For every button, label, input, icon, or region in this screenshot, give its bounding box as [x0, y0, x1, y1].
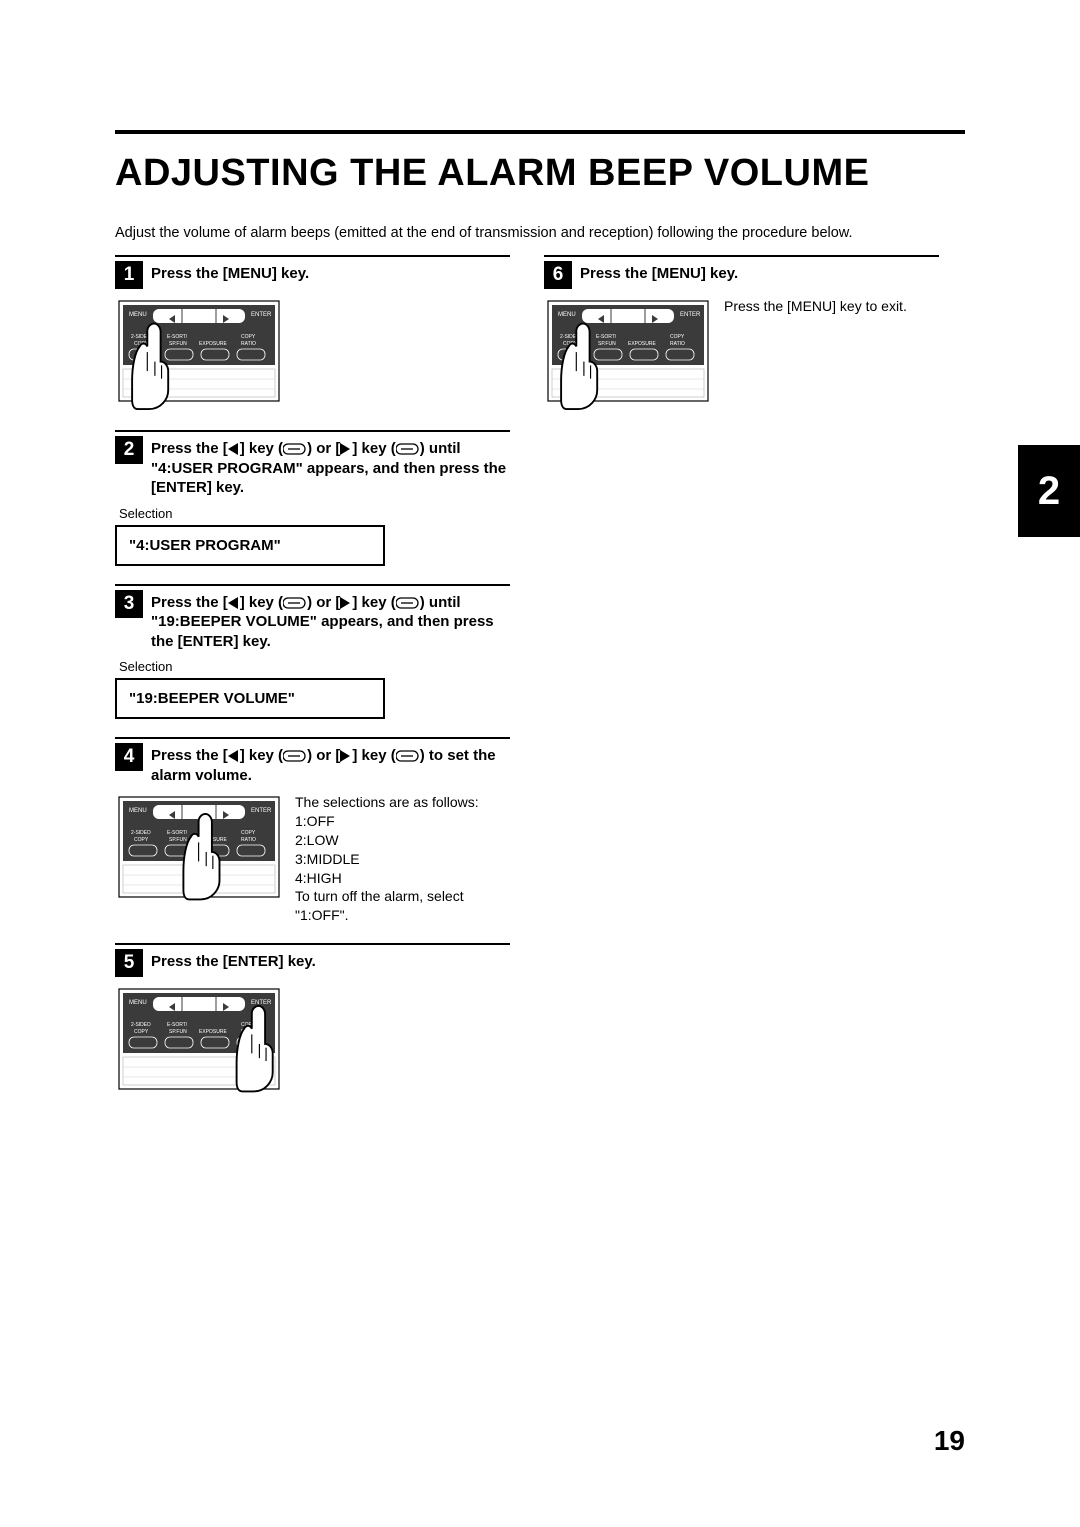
chapter-tab: 2	[1018, 445, 1080, 537]
step-2-selection-box: "4:USER PROGRAM"	[115, 525, 385, 566]
step-6: 6 Press the [MENU] key. Press the [MENU]…	[544, 261, 939, 412]
step-4-option-2: 2:LOW	[295, 831, 510, 850]
page-number: 19	[934, 1425, 965, 1457]
step-3-selection-box: "19:BEEPER VOLUME"	[115, 678, 385, 719]
step-4-option-3: 3:MIDDLE	[295, 850, 510, 869]
left-arrow-icon	[228, 443, 240, 455]
step-2-rule	[115, 430, 510, 432]
step-3-t2: ] key (	[240, 594, 283, 611]
step-1-illustration	[115, 297, 285, 412]
right-arrow-icon	[340, 750, 352, 762]
step-2-number: 2	[115, 436, 143, 464]
step-5: 5 Press the [ENTER] key.	[115, 949, 510, 1100]
content-columns: 1 Press the [MENU] key. 2 Press the [ ] k…	[115, 255, 965, 1118]
step-6-rule	[544, 255, 939, 257]
step-4-t1: Press the [	[151, 747, 228, 764]
step-1: 1 Press the [MENU] key.	[115, 261, 510, 412]
left-arrow-icon	[228, 750, 240, 762]
step-5-illustration	[115, 985, 285, 1100]
intro-text: Adjust the volume of alarm beeps (emitte…	[115, 225, 965, 241]
step-3-title: Press the [] key () or [] key () until "…	[151, 590, 510, 652]
step-4-number: 4	[115, 743, 143, 771]
right-arrow-icon	[340, 443, 352, 455]
step-6-illustration	[544, 297, 714, 412]
step-4-t4: ] key (	[352, 747, 395, 764]
step-1-number: 1	[115, 261, 143, 289]
step-4: 4 Press the [] key () or [] key () to se…	[115, 743, 510, 925]
step-2: 2 Press the [] key () or [] key () until…	[115, 436, 510, 566]
step-1-title: Press the [MENU] key.	[151, 261, 309, 284]
step-5-number: 5	[115, 949, 143, 977]
oval-key-icon	[396, 443, 420, 455]
step-4-t3: ) or [	[307, 747, 340, 764]
step-4-t2: ] key (	[240, 747, 283, 764]
step-3-rule	[115, 584, 510, 586]
step-2-t2: ] key (	[240, 440, 283, 457]
step-4-options: The selections are as follows: 1:OFF 2:L…	[295, 793, 510, 925]
step-3-t1: Press the [	[151, 594, 228, 611]
right-column: 6 Press the [MENU] key. Press the [MENU]…	[544, 255, 939, 1118]
step-4-option-4: 4:HIGH	[295, 869, 510, 888]
left-column: 1 Press the [MENU] key. 2 Press the [ ] k…	[115, 255, 510, 1118]
step-2-t3: ) or [	[307, 440, 340, 457]
step-3-t3: ) or [	[307, 594, 340, 611]
step-5-rule	[115, 943, 510, 945]
step-6-number: 6	[544, 261, 572, 289]
step-4-options-outro: To turn off the alarm, select "1:OFF".	[295, 887, 510, 925]
step-4-options-intro: The selections are as follows:	[295, 793, 510, 812]
step-5-title: Press the [ENTER] key.	[151, 949, 316, 972]
page-top-rule	[115, 130, 965, 134]
step-6-side-text: Press the [MENU] key to exit.	[724, 297, 907, 316]
step-4-option-1: 1:OFF	[295, 812, 510, 831]
right-arrow-icon	[340, 597, 352, 609]
step-4-title: Press the [] key () or [] key () to set …	[151, 743, 510, 785]
step-3-t4: ] key (	[352, 594, 395, 611]
step-3: 3 Press the [] key () or [] key () until…	[115, 590, 510, 720]
step-2-t4: ] key (	[352, 440, 395, 457]
oval-key-icon	[396, 597, 420, 609]
step-2-t1: Press the [	[151, 440, 228, 457]
step-6-title: Press the [MENU] key.	[580, 261, 738, 284]
step-1-rule	[115, 255, 510, 257]
step-4-illustration	[115, 793, 285, 908]
step-3-selection-label: Selection	[119, 659, 510, 674]
oval-key-icon	[283, 443, 307, 455]
page-title: ADJUSTING THE ALARM BEEP VOLUME	[115, 152, 965, 195]
step-3-number: 3	[115, 590, 143, 618]
oval-key-icon	[283, 597, 307, 609]
step-2-title: Press the [] key () or [] key () until "…	[151, 436, 510, 498]
oval-key-icon	[283, 750, 307, 762]
left-arrow-icon	[228, 597, 240, 609]
oval-key-icon	[396, 750, 420, 762]
step-4-rule	[115, 737, 510, 739]
step-2-selection-label: Selection	[119, 506, 510, 521]
